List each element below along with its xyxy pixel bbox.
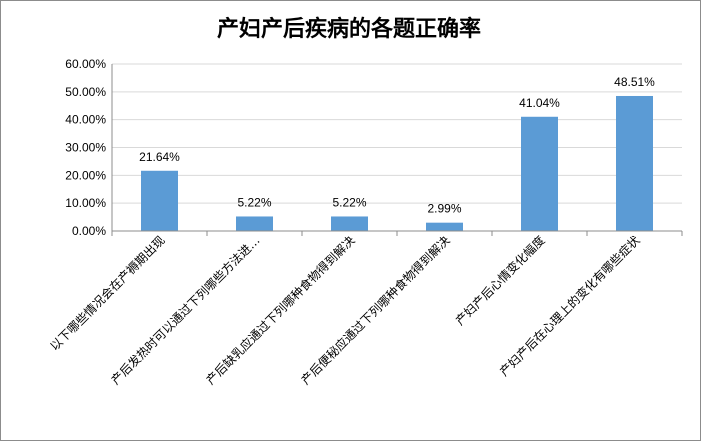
data-label: 21.64%	[139, 150, 180, 164]
y-tick-label: 10.00%	[65, 196, 106, 210]
category-label: 产后缺乳应通过下列哪种食物得到解决	[203, 233, 358, 388]
bar	[521, 116, 558, 231]
gridlines	[112, 63, 682, 204]
data-label: 48.51%	[614, 75, 655, 89]
y-tick-label: 20.00%	[65, 168, 106, 182]
chart-title: 产妇产后疾病的各题正确率	[217, 16, 481, 42]
bar	[236, 216, 273, 231]
y-tick-label: 50.00%	[65, 85, 106, 99]
bar	[426, 222, 463, 231]
data-label: 5.22%	[332, 195, 366, 209]
bars	[141, 95, 653, 231]
category-label: 产后发热时可以通过下列哪些方法进…	[108, 233, 263, 388]
category-label: 产妇产后心情变化幅度	[452, 233, 547, 328]
data-label: 5.22%	[237, 195, 271, 209]
y-tick-label: 30.00%	[65, 141, 106, 155]
data-labels: 21.64% 5.22% 5.22% 2.99% 41.04% 48.51%	[139, 75, 655, 216]
data-label: 41.04%	[519, 96, 560, 110]
y-tick-label: 60.00%	[65, 57, 106, 71]
x-axis-category-labels: 以下哪些情况会在产褥期出现产后发热时可以通过下列哪些方法进…产后缺乳应通过下列哪…	[47, 233, 643, 388]
bar	[616, 95, 653, 231]
bar	[331, 216, 368, 231]
axes	[111, 64, 683, 236]
bar	[141, 170, 178, 231]
y-tick-label: 40.00%	[65, 113, 106, 127]
y-tick-label: 0.00%	[72, 224, 106, 238]
data-label: 2.99%	[427, 202, 461, 216]
category-label: 产后便秘应通过下列哪种食物得到解决	[298, 233, 453, 388]
y-axis-tick-labels: 0.00% 10.00% 20.00% 30.00% 40.00% 50.00% 60.00…	[65, 57, 106, 238]
